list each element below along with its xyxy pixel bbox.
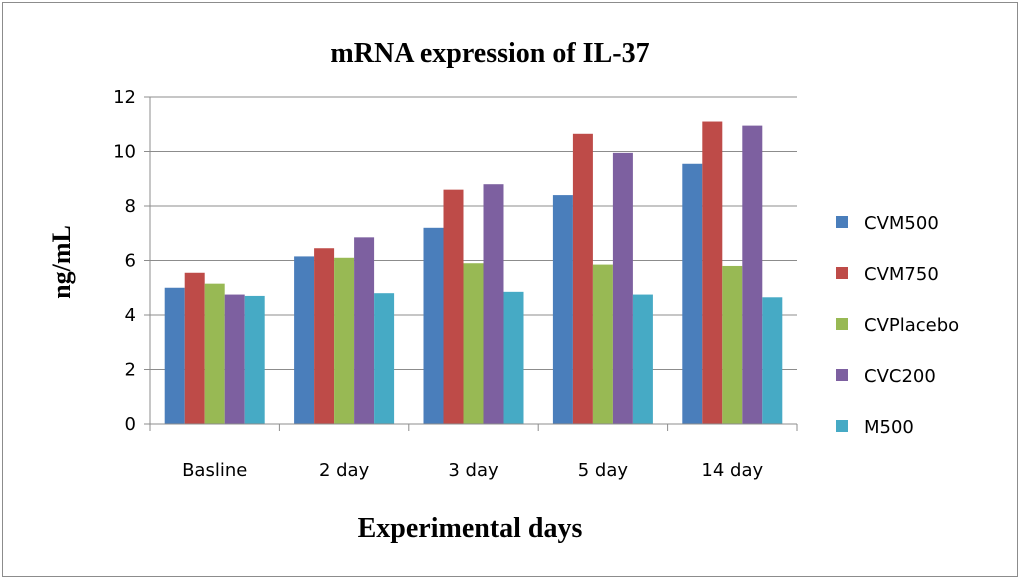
x-axis-label: Experimental days <box>358 513 583 544</box>
x-tick-label: 5 day <box>578 460 629 481</box>
x-tick-label: 2 day <box>319 460 370 481</box>
bar-cvplacebo-0 <box>204 283 225 424</box>
bar-cvm500-0 <box>164 287 185 424</box>
bars-layer <box>164 121 783 425</box>
bar-cvplacebo-2 <box>463 263 484 424</box>
x-tick-label: Basline <box>182 460 247 481</box>
bar-cvm750-2 <box>443 189 464 424</box>
bar-cvm500-3 <box>552 195 573 424</box>
bar-cvc200-4 <box>742 125 763 425</box>
legend-label-m500: M500 <box>864 417 914 438</box>
bar-cvplacebo-4 <box>722 265 743 424</box>
legend-label-cvc200: CVC200 <box>864 366 936 387</box>
x-tick-label: 3 day <box>448 460 499 481</box>
bar-m500-1 <box>374 293 395 424</box>
legend-swatch-cvc200 <box>836 369 848 381</box>
legend: CVM500 CVM750 CVPlacebo CVC200 M500 <box>836 213 959 438</box>
legend-label-cvm750: CVM750 <box>864 264 939 285</box>
legend-swatch-cvm750 <box>836 267 848 279</box>
legend-swatch-m500 <box>836 420 848 432</box>
x-tick-label: 14 day <box>701 460 763 481</box>
y-tick-label: 4 <box>125 305 136 326</box>
bar-m500-0 <box>244 295 265 424</box>
y-tick-label: 0 <box>125 414 136 435</box>
bar-cvm750-1 <box>314 248 335 424</box>
y-tick-label: 6 <box>125 251 136 272</box>
bar-cvm750-4 <box>702 121 723 425</box>
bar-cvc200-2 <box>483 184 504 424</box>
bar-cvplacebo-1 <box>334 257 355 424</box>
y-axis-label: ng/mL <box>47 225 76 299</box>
bar-m500-3 <box>632 294 653 424</box>
y-tick-label: 10 <box>113 142 136 163</box>
chart-title: mRNA expression of IL-37 <box>330 38 649 69</box>
legend-label-cvm500: CVM500 <box>864 213 939 234</box>
bar-cvplacebo-3 <box>592 264 613 424</box>
bar-cvm500-1 <box>294 256 315 424</box>
legend-swatch-cvplacebo <box>836 318 848 330</box>
y-tick-label: 2 <box>125 360 136 381</box>
bar-cvm500-2 <box>423 227 444 424</box>
legend-swatch-cvm500 <box>836 216 848 228</box>
bar-cvm750-0 <box>184 272 205 424</box>
bar-m500-4 <box>762 297 783 424</box>
y-tick-label: 12 <box>113 87 136 108</box>
bar-cvc200-0 <box>224 294 245 424</box>
y-tick-label: 8 <box>125 196 136 217</box>
bar-cvc200-3 <box>612 152 633 425</box>
bar-cvm500-4 <box>682 163 703 424</box>
legend-label-cvplacebo: CVPlacebo <box>864 315 959 336</box>
bar-cvc200-1 <box>354 237 375 424</box>
bar-m500-2 <box>503 291 524 424</box>
bar-cvm750-3 <box>572 133 593 424</box>
axis-layer: 0 2 4 6 8 10 12 Basline 2 day 3 day 5 day 14 day <box>113 87 798 481</box>
